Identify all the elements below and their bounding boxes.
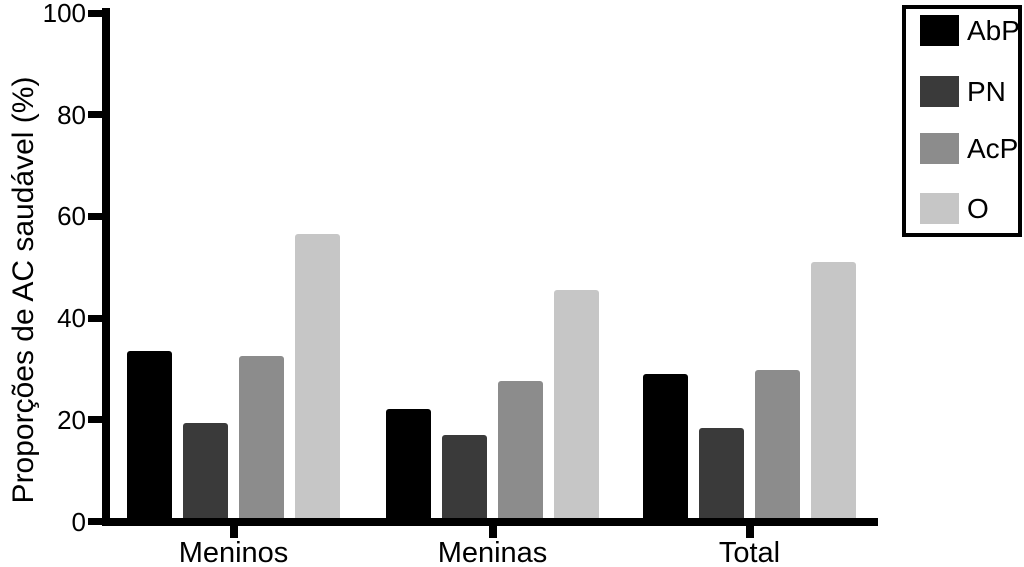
y-tick-label-60: 60 [57, 201, 86, 232]
x-axis-line [102, 518, 878, 526]
legend-label-pn: PN [967, 76, 1006, 107]
y-tick-label-40: 40 [57, 303, 86, 334]
bar-pn-meninas [442, 435, 487, 518]
y-tick-mark-80 [88, 111, 102, 119]
y-axis-line [102, 8, 110, 526]
x-tick-label-meninos: Meninos [178, 537, 289, 567]
legend-label-acp: AcP [967, 133, 1019, 164]
bar-o-meninos [295, 234, 340, 518]
bar-acp-meninos [239, 356, 284, 518]
y-tick-mark-0 [88, 518, 102, 525]
bar-abp-meninas [386, 409, 431, 518]
legend-swatch-pn [920, 76, 959, 107]
bar-pn-total [699, 428, 744, 518]
y-tick-label-100: 100 [42, 0, 86, 28]
bar-abp-total [643, 374, 688, 518]
x-tick-label-meninas: Meninas [437, 537, 548, 567]
y-tick-mark-40 [88, 314, 102, 322]
bar-o-total [811, 262, 856, 518]
legend: AbP PN AcP O [902, 5, 1022, 237]
legend-swatch-acp [920, 133, 959, 164]
y-tick-label-0: 0 [71, 506, 86, 537]
legend-swatch-abp [920, 15, 959, 46]
y-tick-mark-60 [88, 212, 102, 220]
x-tick-mark-meninas [488, 526, 497, 538]
x-tick-label-total: Total [718, 537, 781, 567]
legend-label-abp: AbP [967, 15, 1020, 46]
x-tick-mark-total [745, 526, 754, 538]
y-axis-label: Proporções de AC saudável (%) [7, 76, 40, 504]
bar-acp-total [755, 370, 800, 518]
y-tick-label-20: 20 [57, 404, 86, 435]
legend-swatch-o [920, 193, 959, 224]
bar-o-meninas [554, 290, 599, 518]
legend-label-o: O [967, 193, 989, 224]
y-tick-label-80: 80 [57, 99, 86, 130]
bar-abp-meninos [127, 351, 172, 518]
y-tick-mark-20 [88, 416, 102, 424]
y-tick-mark-100 [88, 9, 102, 17]
bar-pn-meninos [183, 423, 228, 518]
bar-acp-meninas [498, 381, 543, 518]
x-tick-mark-meninos [229, 526, 238, 538]
